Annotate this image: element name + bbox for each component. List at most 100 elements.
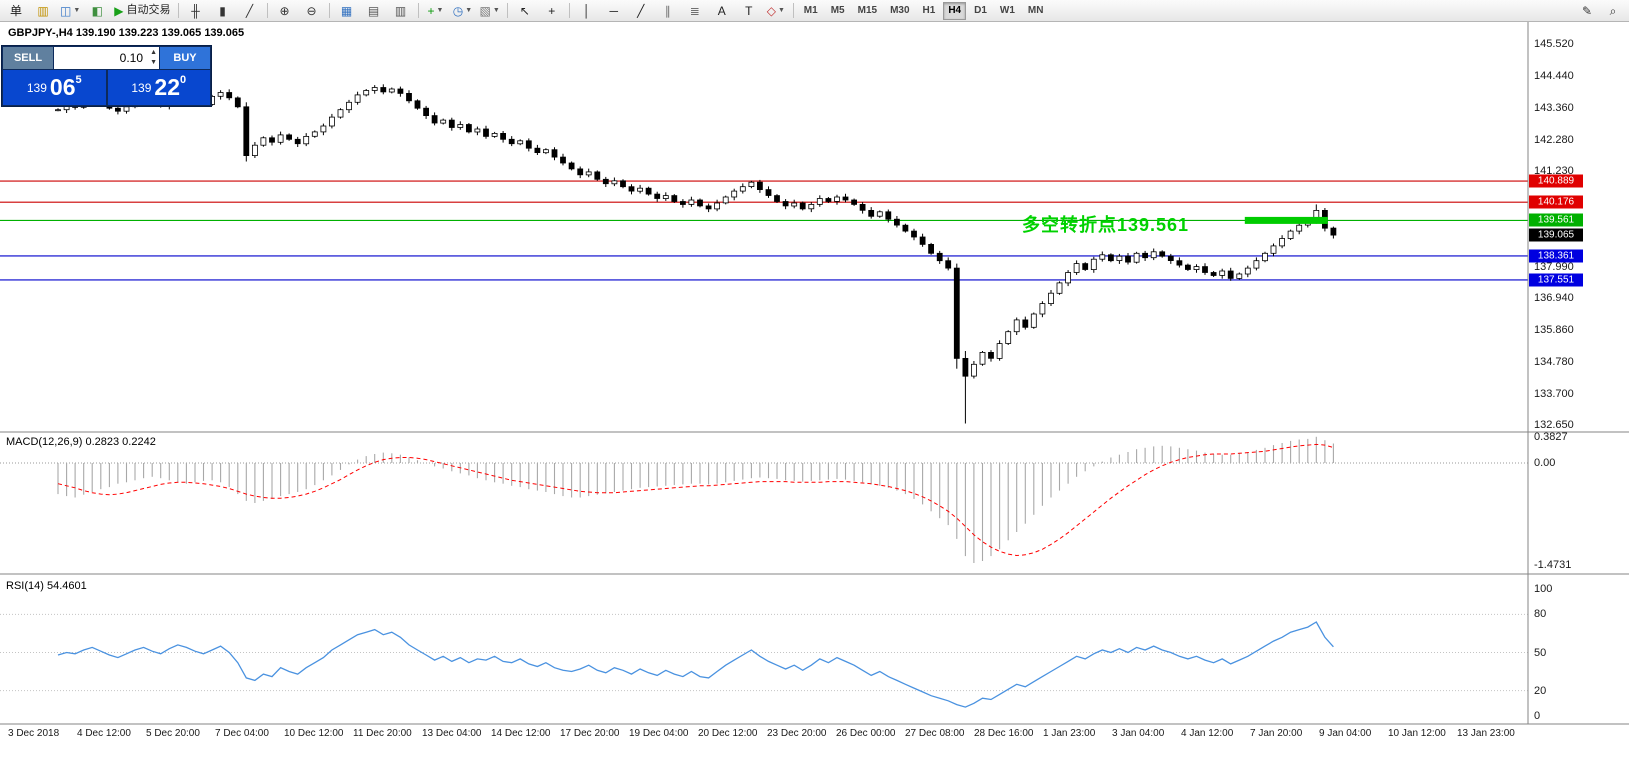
price-tick: 133.700 — [1534, 387, 1574, 400]
arrange-right-button[interactable]: ▥ — [388, 1, 414, 21]
current-price-tag: 139.065 — [1529, 228, 1583, 242]
time-tick: 3 Dec 2018 — [8, 728, 60, 739]
line-chart-button[interactable]: ╱ — [237, 1, 263, 21]
volume-spinner[interactable]: ▲ ▼ — [150, 48, 157, 67]
arrange-left-button[interactable]: ▤ — [361, 1, 387, 21]
main-chart-area[interactable] — [0, 22, 1528, 432]
timeframe-button-w1[interactable]: W1 — [999, 5, 1015, 16]
macd-panel[interactable] — [0, 432, 1528, 574]
buy-button[interactable]: BUY — [160, 47, 210, 69]
time-tick: 7 Dec 04:00 — [215, 728, 269, 739]
new-chart-button[interactable]: ▥ — [30, 1, 56, 21]
autotrading-button[interactable]: ▶ 自动交易 — [111, 1, 173, 21]
toolbar-separator — [417, 3, 419, 18]
shapes-button[interactable]: ◇ ▼ — [763, 1, 789, 21]
spinner-down-icon[interactable]: ▼ — [150, 59, 157, 66]
bars-chart-button[interactable]: ╫ — [183, 1, 209, 21]
timeframe-button-m15[interactable]: M15 — [857, 5, 878, 16]
timeframe-button-mn[interactable]: MN — [1027, 5, 1044, 16]
timeframe-button-h1[interactable]: H1 — [922, 5, 936, 16]
templates-button[interactable]: ▧ ▼ — [477, 1, 503, 21]
crosshair-icon: + — [548, 3, 556, 18]
price-tick: 143.360 — [1534, 101, 1574, 114]
sell-price-small: 139 — [26, 80, 47, 95]
buy-price-button[interactable]: 139 22 0 — [107, 70, 210, 105]
clock-icon: ◷ — [452, 3, 464, 18]
ohlc-bars-icon: ╫ — [191, 3, 200, 18]
chart-ohlc-header: GBPJPY-,H4 139.190 139.223 139.065 139.0… — [8, 27, 245, 39]
autotrading-play-icon: ▶ — [114, 3, 124, 18]
toolbar-separator — [506, 3, 508, 18]
sell-button[interactable]: SELL — [3, 47, 53, 69]
profiles-icon: ◫ — [60, 3, 72, 18]
new-chart-icon: ▥ — [37, 3, 49, 18]
time-tick: 14 Dec 12:00 — [491, 728, 551, 739]
macd-tick: 0.3827 — [1534, 430, 1568, 443]
vertical-line-button[interactable]: │ — [574, 1, 600, 21]
chart-text-annotation[interactable]: 多空转折点139.561 — [1022, 215, 1190, 235]
pencil-icon: ✎ — [1581, 3, 1593, 18]
toolbar-separator — [568, 3, 570, 18]
rsi-panel[interactable] — [0, 574, 1528, 724]
add-indicator-icon: + — [427, 3, 435, 18]
vertical-line-icon: │ — [583, 3, 591, 18]
horizontal-line-button[interactable]: ─ — [601, 1, 627, 21]
magnifier-icon: ⌕ — [1609, 3, 1617, 18]
line-chart-icon: ╱ — [245, 3, 254, 18]
chevron-down-icon: ▼ — [492, 7, 500, 14]
time-tick: 28 Dec 16:00 — [974, 728, 1034, 739]
zoom-in-button[interactable]: ⊕ — [272, 1, 298, 21]
timeframe-button-d1[interactable]: D1 — [974, 5, 987, 16]
chevron-down-icon: ▼ — [436, 7, 444, 14]
indicators-button[interactable]: + ▼ — [423, 1, 449, 21]
crosshair-button[interactable]: + — [539, 1, 565, 21]
sell-price-button[interactable]: 139 06 5 — [3, 70, 106, 105]
new-order-button[interactable]: 单 — [3, 1, 29, 21]
rsi-tick: 100 — [1534, 583, 1553, 595]
market-watch-button[interactable]: ◧ — [84, 1, 110, 21]
volume-input[interactable] — [54, 51, 159, 65]
periods-button[interactable]: ◷ ▼ — [450, 1, 476, 21]
time-tick: 17 Dec 20:00 — [560, 728, 620, 739]
text-button[interactable]: A — [709, 1, 735, 21]
rsi-label: RSI(14) 54.4601 — [6, 580, 87, 592]
label-button[interactable]: T — [736, 1, 762, 21]
market-watch-icon: ◧ — [91, 3, 103, 18]
toolbar-separator — [792, 3, 794, 18]
time-tick: 23 Dec 20:00 — [767, 728, 827, 739]
modify-button[interactable]: ✎ — [1574, 1, 1600, 21]
zoom-out-button[interactable]: ⊖ — [299, 1, 325, 21]
spinner-up-icon[interactable]: ▲ — [150, 49, 157, 56]
template-icon: ▧ — [479, 3, 491, 18]
cursor-button[interactable]: ↖ — [512, 1, 538, 21]
arrange-left-icon: ▤ — [367, 3, 380, 18]
macd-label: MACD(12,26,9) 0.2823 0.2242 — [6, 436, 156, 448]
timeframe-button-m30[interactable]: M30 — [890, 5, 910, 16]
fibonacci-button[interactable]: ≣ — [682, 1, 708, 21]
timeframe-button-m5[interactable]: M5 — [830, 5, 845, 16]
trendline-icon: ╱ — [637, 3, 645, 18]
rsi-tick: 20 — [1534, 684, 1547, 697]
profiles-button[interactable]: ◫ ▼ — [57, 1, 83, 21]
time-tick: 26 Dec 00:00 — [836, 728, 896, 739]
time-tick: 9 Jan 04:00 — [1319, 728, 1372, 739]
timeframe-button-h4[interactable]: H4 — [943, 1, 967, 20]
candles-chart-button[interactable]: ▮ — [210, 1, 236, 21]
chevron-down-icon: ▼ — [777, 7, 785, 14]
price-tick: 145.520 — [1534, 38, 1574, 50]
search-button[interactable]: ⌕ — [1600, 1, 1626, 21]
channel-button[interactable]: ∥ — [655, 1, 681, 21]
buy-price-small: 139 — [131, 80, 152, 95]
level-price-tag: 140.889 — [1529, 174, 1583, 188]
time-tick: 13 Jan 23:00 — [1457, 728, 1515, 739]
timeframe-button-m1[interactable]: M1 — [803, 5, 818, 16]
time-tick: 1 Jan 23:00 — [1043, 728, 1096, 739]
horizontal-line-icon: ─ — [609, 3, 619, 18]
trendline-button[interactable]: ╱ — [628, 1, 654, 21]
channel-icon: ∥ — [664, 3, 671, 18]
buy-price-big: 22 — [154, 74, 180, 100]
tile-windows-button[interactable]: ▦ — [334, 1, 360, 21]
price-tick: 144.440 — [1534, 69, 1574, 82]
sell-price-big: 06 — [49, 74, 76, 100]
price-tick: 142.280 — [1534, 133, 1574, 146]
